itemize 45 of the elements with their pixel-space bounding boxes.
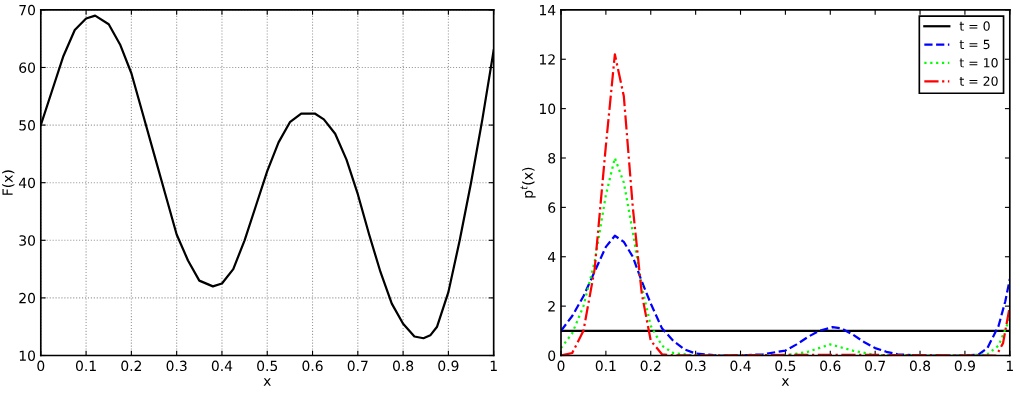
x-tick-label: 1 xyxy=(1006,360,1013,371)
x-tick-label: 1 xyxy=(490,360,497,371)
y-tick-label: 70 xyxy=(19,4,36,16)
legend-label: t = 10 xyxy=(959,58,998,68)
x-axis-title: x xyxy=(781,378,790,386)
y-tick-label: 20 xyxy=(19,292,36,304)
x-tick-label: 0.4 xyxy=(730,360,751,372)
x-tick-label: 0.3 xyxy=(166,360,187,372)
x-tick-label: 0.2 xyxy=(121,360,142,372)
y-tick-label: 14 xyxy=(539,5,556,16)
y-tick-label: 8 xyxy=(548,152,556,164)
x-tick-label: 0.8 xyxy=(909,360,931,372)
y-tick-label: 60 xyxy=(19,62,36,73)
y-tick-label: 2 xyxy=(548,301,555,312)
x-tick-label: 0.3 xyxy=(685,360,706,372)
x-tick-label: 0.1 xyxy=(595,360,616,372)
x-tick-label: 0.9 xyxy=(954,360,975,372)
x-tick-label: 0.9 xyxy=(438,360,459,372)
x-axis-title: x xyxy=(263,378,271,386)
y-tick-label: 12 xyxy=(539,54,555,65)
x-tick-label: 0.7 xyxy=(347,360,368,372)
x-tick-label: 0.6 xyxy=(302,360,323,372)
y-axis-title: p$^{t}$(x) xyxy=(520,167,536,198)
legend-label: t = 5 xyxy=(959,39,990,50)
y-tick-label: 4 xyxy=(547,251,556,263)
y-tick-label: 10 xyxy=(539,103,556,115)
y-tick-label: 6 xyxy=(548,202,556,213)
legend-label: t = 20 xyxy=(959,76,998,86)
x-tick-label: 0 xyxy=(37,360,45,372)
x-tick-label: 0.2 xyxy=(640,360,661,372)
y-tick-label: 30 xyxy=(19,235,36,246)
y-tick-label: 0 xyxy=(548,350,556,361)
y-tick-label: 10 xyxy=(19,350,36,361)
x-tick-label: 0.6 xyxy=(820,360,841,372)
y-axis-title: F(x) xyxy=(2,170,15,195)
x-tick-label: 0.4 xyxy=(211,360,233,372)
x-tick-label: 0.5 xyxy=(257,360,278,372)
y-tick-label: 50 xyxy=(19,120,36,131)
x-tick-label: 0 xyxy=(557,360,565,372)
x-tick-label: 0.1 xyxy=(75,360,96,372)
x-tick-label: 0.7 xyxy=(865,360,886,372)
x-tick-label: 0.5 xyxy=(775,360,796,372)
y-tick-label: 40 xyxy=(18,177,36,189)
x-tick-label: 0.8 xyxy=(392,360,414,372)
legend-label: t = 0 xyxy=(959,21,990,31)
